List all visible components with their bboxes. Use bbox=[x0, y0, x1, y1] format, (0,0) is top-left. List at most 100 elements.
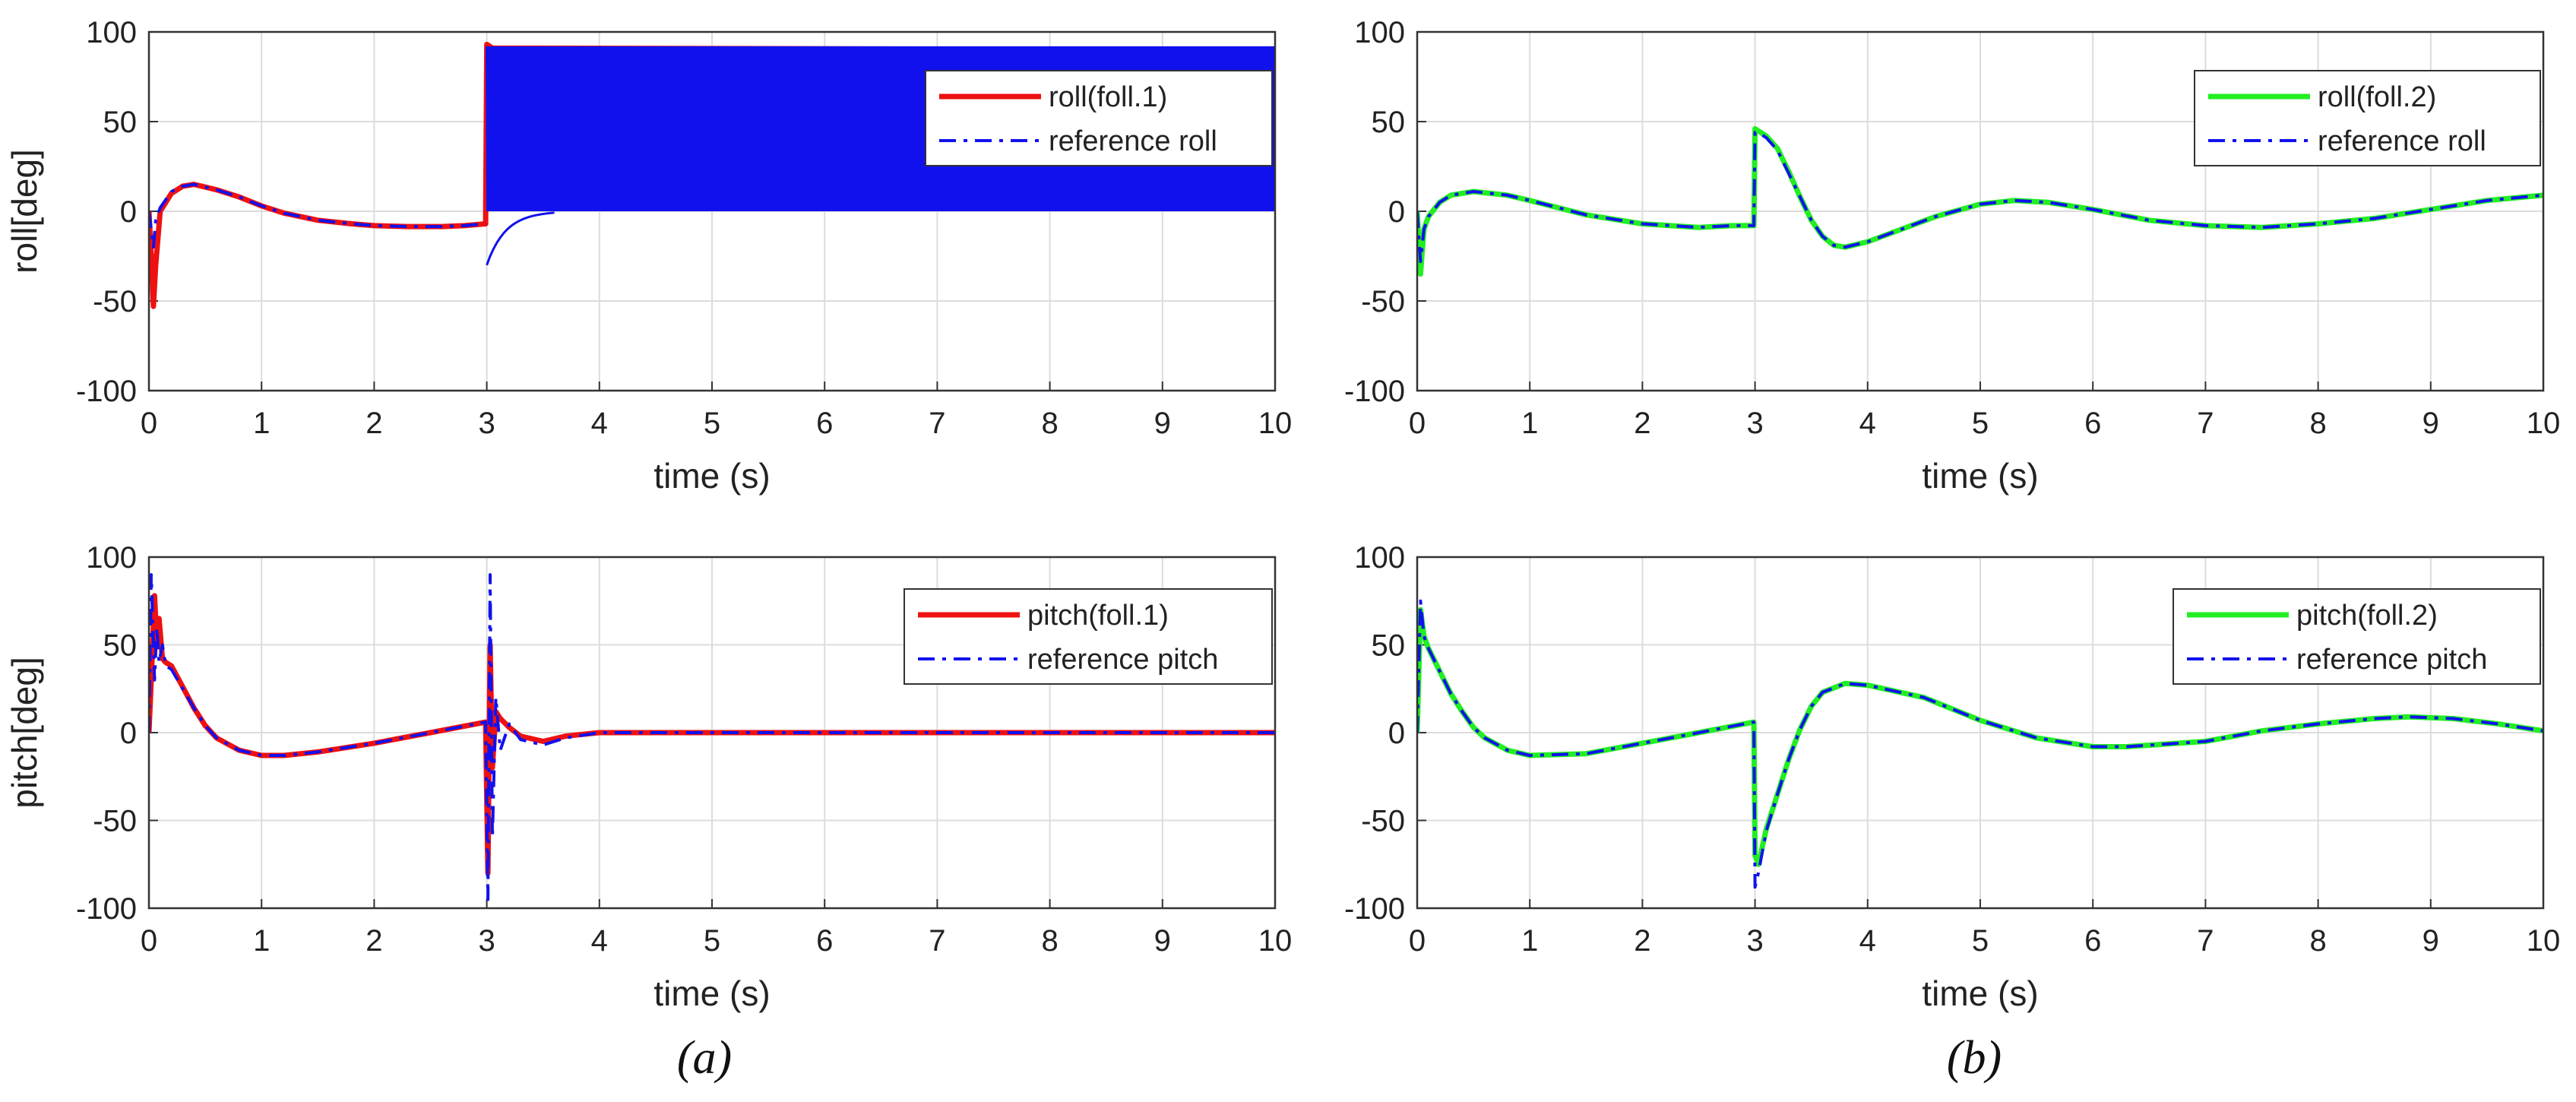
plot-pitch-foll2: 0 1 2 3 4 5 6 7 8 9 10 -100 -50 0 50 100 time (s) pitch(f… bbox=[1344, 541, 2560, 1013]
x-tick-label: 0 bbox=[1409, 924, 1426, 958]
legend: pitch(foll.2) reference pitch bbox=[2173, 588, 2541, 685]
x-tick-label: 1 bbox=[1521, 407, 1538, 440]
x-tick-label: 8 bbox=[1041, 924, 1058, 958]
plot-data bbox=[1417, 599, 2543, 889]
x-tick-label: 7 bbox=[2197, 407, 2214, 440]
x-tick-label: 0 bbox=[141, 407, 157, 440]
y-tick-label: -100 bbox=[1344, 375, 1405, 408]
series-transient bbox=[486, 211, 555, 266]
axis-frame bbox=[1416, 556, 2545, 910]
x-tick-label: 7 bbox=[929, 924, 945, 958]
y-tick-label: -100 bbox=[1344, 892, 1405, 926]
x-tick-label: 5 bbox=[704, 407, 720, 440]
x-tick-label: 8 bbox=[2309, 407, 2326, 440]
x-axis-label: time (s) bbox=[653, 974, 770, 1013]
x-tick-label: 2 bbox=[366, 924, 382, 958]
x-tick-label: 2 bbox=[1634, 407, 1650, 440]
caption-b: (b) bbox=[1947, 1032, 2002, 1084]
x-tick-label: 9 bbox=[1154, 924, 1171, 958]
legend-label: pitch(foll.1) bbox=[1027, 600, 1169, 632]
x-tick-label: 10 bbox=[2527, 924, 2561, 958]
x-tick-label: 6 bbox=[816, 407, 833, 440]
x-tick-label: 10 bbox=[2527, 407, 2561, 440]
y-tick-label: 100 bbox=[1354, 541, 1405, 575]
x-tick-label: 1 bbox=[253, 407, 270, 440]
x-axis-label: time (s) bbox=[1922, 974, 2038, 1013]
plot-pitch-foll1: 0 1 2 3 4 5 6 7 8 9 10 -100 -50 0 50 100 time (s) pitch[d… bbox=[5, 541, 1292, 1013]
plot-roll-foll1: 0 1 2 3 4 5 6 7 8 9 10 -100 -50 0 50 100 time (s) roll[de… bbox=[5, 16, 1292, 496]
x-tick-label: 2 bbox=[366, 407, 382, 440]
plot-data bbox=[149, 573, 1275, 901]
x-tick-label: 7 bbox=[929, 407, 945, 440]
y-tick-label: 50 bbox=[103, 629, 138, 663]
y-tick-label: 100 bbox=[1354, 16, 1405, 49]
legend-box bbox=[903, 588, 1273, 685]
x-tick-label: 9 bbox=[2423, 407, 2439, 440]
legend-label: pitch(foll.2) bbox=[2296, 600, 2438, 632]
legend-label: reference pitch bbox=[1027, 644, 1218, 676]
y-tick-label: 50 bbox=[1372, 629, 1406, 663]
legend-label: roll(foll.1) bbox=[1049, 81, 1167, 113]
x-tick-label: 5 bbox=[704, 924, 720, 958]
axis-frame bbox=[147, 556, 1277, 910]
x-tick-label: 10 bbox=[1258, 407, 1293, 440]
axis-frame bbox=[147, 30, 1277, 392]
legend: roll(foll.1) reference roll bbox=[925, 70, 1273, 166]
x-tick-label: 9 bbox=[2423, 924, 2439, 958]
x-tick-label: 4 bbox=[1859, 924, 1876, 958]
legend-box bbox=[2173, 588, 2541, 685]
legend-label: reference roll bbox=[2318, 125, 2486, 157]
x-tick-label: 8 bbox=[2309, 924, 2326, 958]
x-tick-label: 8 bbox=[1041, 407, 1058, 440]
series-line-reference bbox=[149, 573, 1275, 901]
series-line-reference bbox=[1417, 599, 2543, 889]
x-tick-label: 3 bbox=[478, 924, 495, 958]
y-axis-label: roll[deg] bbox=[5, 149, 44, 274]
series-line-reference bbox=[1417, 131, 2543, 264]
x-tick-label: 4 bbox=[591, 924, 608, 958]
x-tick-label: 9 bbox=[1154, 407, 1171, 440]
x-tick-label: 4 bbox=[1859, 407, 1876, 440]
y-tick-label: 100 bbox=[86, 541, 137, 575]
legend-box bbox=[2194, 70, 2541, 166]
y-tick-label: -100 bbox=[76, 892, 137, 926]
legend-label: roll(foll.2) bbox=[2318, 81, 2436, 113]
x-tick-label: 6 bbox=[816, 924, 833, 958]
legend-box bbox=[925, 70, 1273, 166]
x-tick-label: 6 bbox=[2084, 924, 2101, 958]
series-line-reference bbox=[149, 182, 486, 249]
y-tick-label: 50 bbox=[1372, 106, 1406, 139]
x-tick-label: 10 bbox=[1258, 924, 1293, 958]
caption-a: (a) bbox=[677, 1032, 732, 1084]
y-tick-label: 0 bbox=[120, 717, 137, 750]
y-tick-label: 0 bbox=[1388, 717, 1405, 750]
x-tick-label: 1 bbox=[1521, 924, 1538, 958]
x-axis-label: time (s) bbox=[653, 456, 770, 496]
y-tick-label: 0 bbox=[1388, 195, 1405, 229]
x-tick-label: 2 bbox=[1634, 924, 1650, 958]
y-tick-label: -100 bbox=[76, 375, 137, 408]
x-tick-label: 5 bbox=[1972, 407, 1989, 440]
x-tick-label: 1 bbox=[253, 924, 270, 958]
legend-label: reference pitch bbox=[2296, 644, 2487, 676]
x-tick-label: 0 bbox=[141, 924, 157, 958]
x-tick-label: 3 bbox=[478, 407, 495, 440]
x-axis-label: time (s) bbox=[1922, 456, 2038, 496]
y-tick-label: -50 bbox=[1361, 805, 1405, 838]
y-tick-label: 50 bbox=[103, 106, 138, 139]
y-tick-label: 0 bbox=[120, 195, 137, 229]
y-tick-label: -50 bbox=[93, 285, 137, 318]
x-tick-label: 3 bbox=[1746, 924, 1763, 958]
x-tick-label: 6 bbox=[2084, 407, 2101, 440]
legend: pitch(foll.1) reference pitch bbox=[903, 588, 1273, 685]
y-tick-label: 100 bbox=[86, 16, 137, 49]
y-tick-label: -50 bbox=[1361, 285, 1405, 318]
y-axis-label: pitch[deg] bbox=[5, 657, 44, 808]
y-tick-label: -50 bbox=[93, 805, 137, 838]
x-tick-label: 5 bbox=[1972, 924, 1989, 958]
x-tick-label: 0 bbox=[1409, 407, 1426, 440]
legend: roll(foll.2) reference roll bbox=[2194, 70, 2541, 166]
legend-label: reference roll bbox=[1049, 125, 1217, 157]
